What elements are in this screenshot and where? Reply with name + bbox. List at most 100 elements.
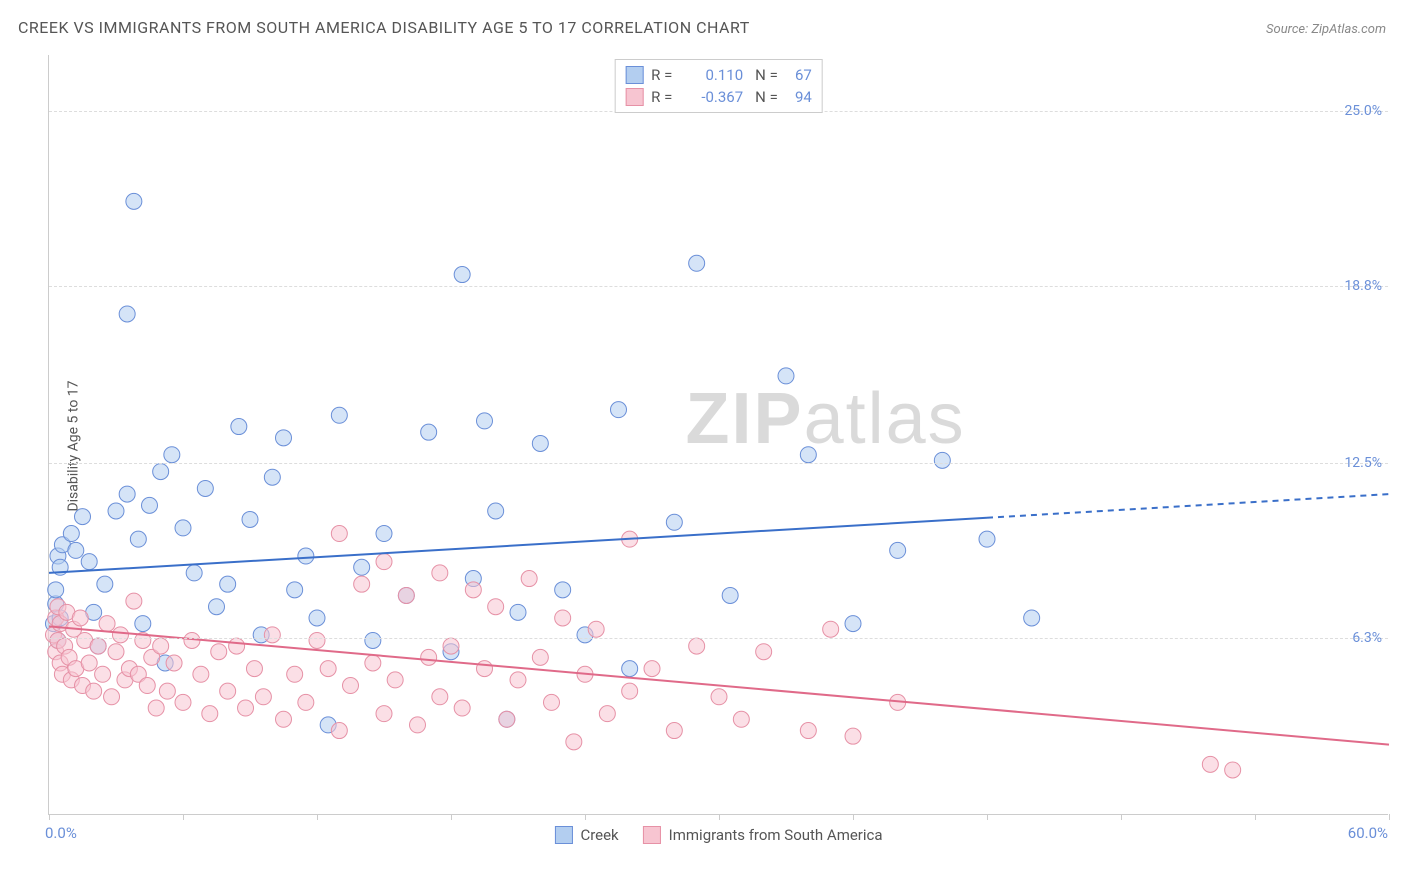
y-tick-label: 18.8%	[1344, 278, 1382, 294]
scatter-point	[95, 666, 111, 682]
scatter-point	[81, 655, 97, 671]
scatter-point	[544, 694, 560, 710]
scatter-point	[756, 644, 772, 660]
scatter-point	[1225, 762, 1241, 778]
scatter-point	[532, 435, 548, 451]
scatter-point	[309, 610, 325, 626]
scatter-point	[354, 576, 370, 592]
scatter-point	[242, 511, 258, 527]
scatter-point	[276, 711, 292, 727]
scatter-point	[119, 306, 135, 322]
scatter-svg	[49, 55, 1388, 814]
scatter-point	[298, 548, 314, 564]
scatter-point	[588, 621, 604, 637]
scatter-point	[81, 554, 97, 570]
scatter-point	[421, 424, 437, 440]
scatter-point	[689, 255, 705, 271]
scatter-point	[126, 593, 142, 609]
scatter-point	[421, 649, 437, 665]
scatter-point	[622, 683, 638, 699]
scatter-point	[488, 503, 504, 519]
scatter-point	[477, 413, 493, 429]
scatter-point	[410, 717, 426, 733]
scatter-point	[186, 565, 202, 581]
grid-line	[49, 463, 1388, 464]
scatter-point	[126, 193, 142, 209]
legend-label-immigrants: Immigrants from South America	[669, 826, 883, 844]
scatter-point	[376, 554, 392, 570]
scatter-point	[197, 480, 213, 496]
scatter-point	[599, 706, 615, 722]
scatter-point	[287, 666, 303, 682]
r-value-creek: 0.110	[687, 66, 743, 84]
chart-title: CREEK VS IMMIGRANTS FROM SOUTH AMERICA D…	[18, 18, 750, 37]
scatter-point	[193, 666, 209, 682]
n-label: N =	[755, 66, 778, 84]
scatter-point	[622, 661, 638, 677]
n-value-creek: 67	[786, 66, 812, 84]
scatter-point	[255, 689, 271, 705]
scatter-point	[99, 616, 115, 632]
x-tick	[585, 814, 586, 820]
scatter-point	[72, 610, 88, 626]
scatter-point	[611, 402, 627, 418]
scatter-point	[532, 649, 548, 665]
r-label: R =	[651, 88, 679, 106]
scatter-point	[398, 587, 414, 603]
scatter-point	[845, 728, 861, 744]
scatter-point	[112, 627, 128, 643]
scatter-point	[246, 661, 262, 677]
scatter-point	[63, 526, 79, 542]
scatter-point	[711, 689, 727, 705]
legend-row-immigrants: R = -0.367 N = 94	[625, 86, 812, 108]
x-tick	[49, 814, 50, 820]
scatter-point	[75, 509, 91, 525]
scatter-point	[432, 689, 448, 705]
scatter-point	[164, 447, 180, 463]
scatter-point	[778, 368, 794, 384]
scatter-point	[108, 503, 124, 519]
x-tick	[1255, 814, 1256, 820]
swatch-immigrants	[625, 88, 643, 106]
scatter-point	[666, 723, 682, 739]
x-tick	[853, 814, 854, 820]
scatter-point	[276, 430, 292, 446]
swatch-creek-icon	[554, 826, 572, 844]
x-tick	[317, 814, 318, 820]
scatter-point	[499, 711, 515, 727]
series-legend: Creek Immigrants from South America	[554, 826, 882, 844]
y-tick-label: 6.3%	[1352, 630, 1382, 646]
scatter-point	[220, 576, 236, 592]
scatter-point	[108, 644, 124, 660]
scatter-point	[365, 632, 381, 648]
scatter-point	[845, 616, 861, 632]
scatter-point	[354, 559, 370, 575]
scatter-point	[264, 627, 280, 643]
legend-item-creek: Creek	[554, 826, 618, 844]
legend-label-creek: Creek	[580, 826, 618, 844]
swatch-immigrants-icon	[643, 826, 661, 844]
scatter-point	[238, 700, 254, 716]
source-attribution: Source: ZipAtlas.com	[1266, 22, 1386, 37]
scatter-point	[153, 464, 169, 480]
scatter-point	[387, 672, 403, 688]
scatter-point	[119, 486, 135, 502]
scatter-point	[202, 706, 218, 722]
y-tick-label: 25.0%	[1344, 103, 1382, 119]
x-tick	[183, 814, 184, 820]
scatter-point	[48, 582, 64, 598]
n-value-immigrants: 94	[786, 88, 812, 106]
scatter-point	[343, 678, 359, 694]
scatter-point	[510, 672, 526, 688]
scatter-point	[722, 587, 738, 603]
scatter-point	[365, 655, 381, 671]
scatter-point	[510, 604, 526, 620]
scatter-point	[231, 419, 247, 435]
legend-row-creek: R = 0.110 N = 67	[625, 64, 812, 86]
scatter-point	[979, 531, 995, 547]
source-prefix: Source:	[1266, 22, 1311, 37]
scatter-point	[159, 683, 175, 699]
r-label: R =	[651, 66, 679, 84]
scatter-point	[331, 723, 347, 739]
scatter-point	[934, 452, 950, 468]
